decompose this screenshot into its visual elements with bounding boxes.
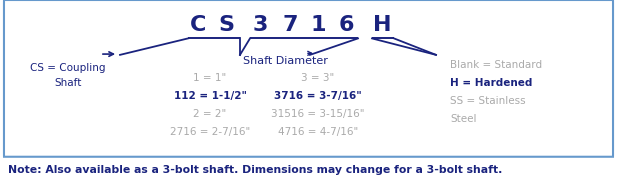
Text: 6: 6: [338, 15, 354, 35]
Text: Steel: Steel: [450, 114, 476, 124]
Text: 3 = 3": 3 = 3": [301, 73, 334, 83]
Text: CS = Coupling: CS = Coupling: [30, 63, 106, 73]
Text: Shaft: Shaft: [54, 78, 81, 88]
Text: Shaft Diameter: Shaft Diameter: [242, 56, 328, 66]
Text: 31516 = 3-15/16": 31516 = 3-15/16": [271, 109, 365, 119]
Text: C: C: [190, 15, 206, 35]
FancyBboxPatch shape: [4, 0, 613, 157]
Text: 112 = 1-1/2": 112 = 1-1/2": [173, 91, 247, 101]
Text: 1: 1: [310, 15, 326, 35]
Text: Note: Also available as a 3-bolt shaft. Dimensions may change for a 3-bolt shaft: Note: Also available as a 3-bolt shaft. …: [8, 165, 502, 175]
Text: Blank = Standard: Blank = Standard: [450, 60, 542, 70]
Text: SS = Stainless: SS = Stainless: [450, 96, 526, 106]
Text: 2716 = 2-7/16": 2716 = 2-7/16": [170, 127, 250, 137]
Text: 3716 = 3-7/16": 3716 = 3-7/16": [274, 91, 362, 101]
Text: H: H: [373, 15, 391, 35]
Text: 2 = 2": 2 = 2": [193, 109, 226, 119]
Text: 7: 7: [282, 15, 298, 35]
Text: 3: 3: [252, 15, 268, 35]
Text: 4716 = 4-7/16": 4716 = 4-7/16": [278, 127, 358, 137]
Text: 1 = 1": 1 = 1": [193, 73, 226, 83]
Text: S: S: [218, 15, 234, 35]
Text: H = Hardened: H = Hardened: [450, 78, 532, 88]
